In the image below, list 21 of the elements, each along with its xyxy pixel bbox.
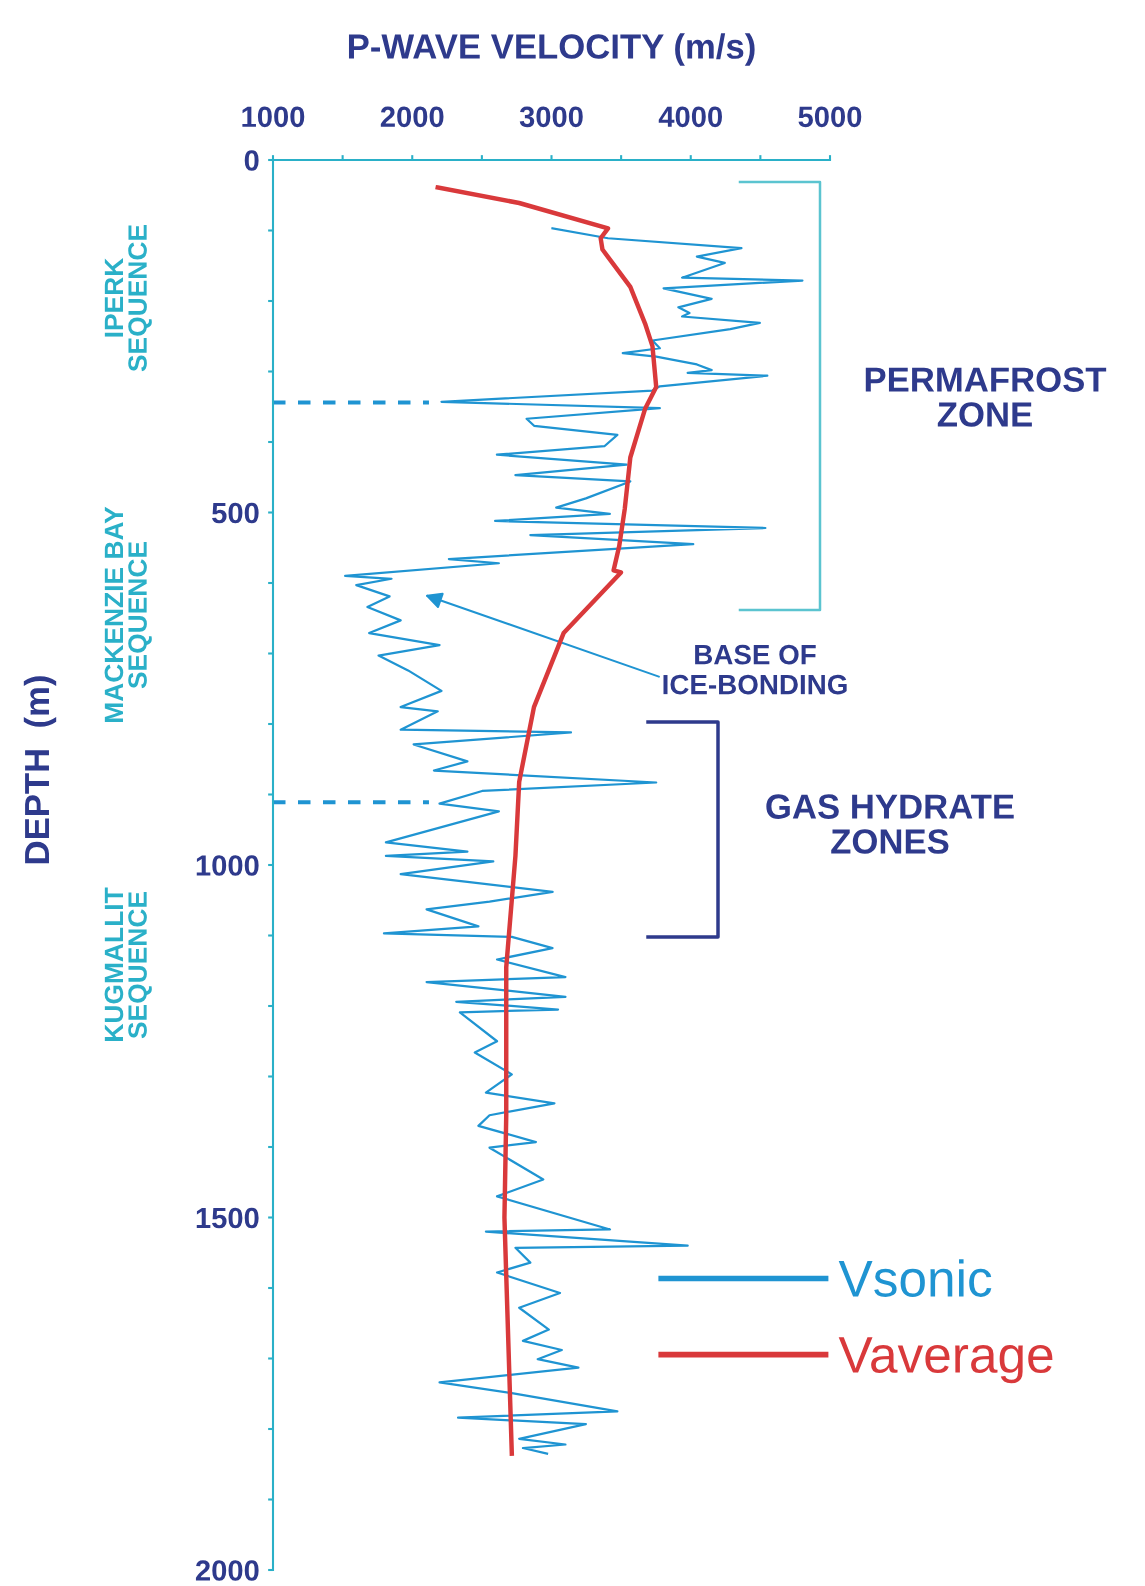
text: MACKENZIE BAY SEQUENCE [104, 506, 152, 722]
text: KUGMALLIT SEQUENCE [104, 887, 152, 1041]
y-tick-label: 1500 [196, 1207, 259, 1229]
x-axis-title: P-WAVE VELOCITY (m/s) [348, 33, 755, 66]
y-tick-label: 1000 [196, 855, 259, 876]
y-tick-label: 500 [212, 502, 259, 524]
x-tick-label: 3000 [519, 106, 583, 128]
x-tick-label: 1000 [242, 106, 305, 128]
text: PERMAFROST ZONE [865, 367, 1107, 427]
annotation: BASE OF ICE-BONDING [663, 644, 847, 695]
line-series [435, 185, 659, 1456]
legend-label: Vsonic [838, 1259, 992, 1297]
y-tick-label: 0 [244, 150, 259, 171]
x-tick-label: 2000 [380, 106, 444, 128]
text: IPERK SEQUENCE [104, 224, 152, 372]
y-tick-label: 2000 [195, 1560, 259, 1581]
annotation: GAS HYDRATE ZONES [766, 794, 1014, 854]
legend-label: Vaverage [838, 1337, 1053, 1384]
y-axis-title: DEPTH (m) [23, 676, 57, 864]
x-tick-label: 4000 [658, 106, 722, 128]
x-tick-label: 5000 [798, 106, 862, 128]
